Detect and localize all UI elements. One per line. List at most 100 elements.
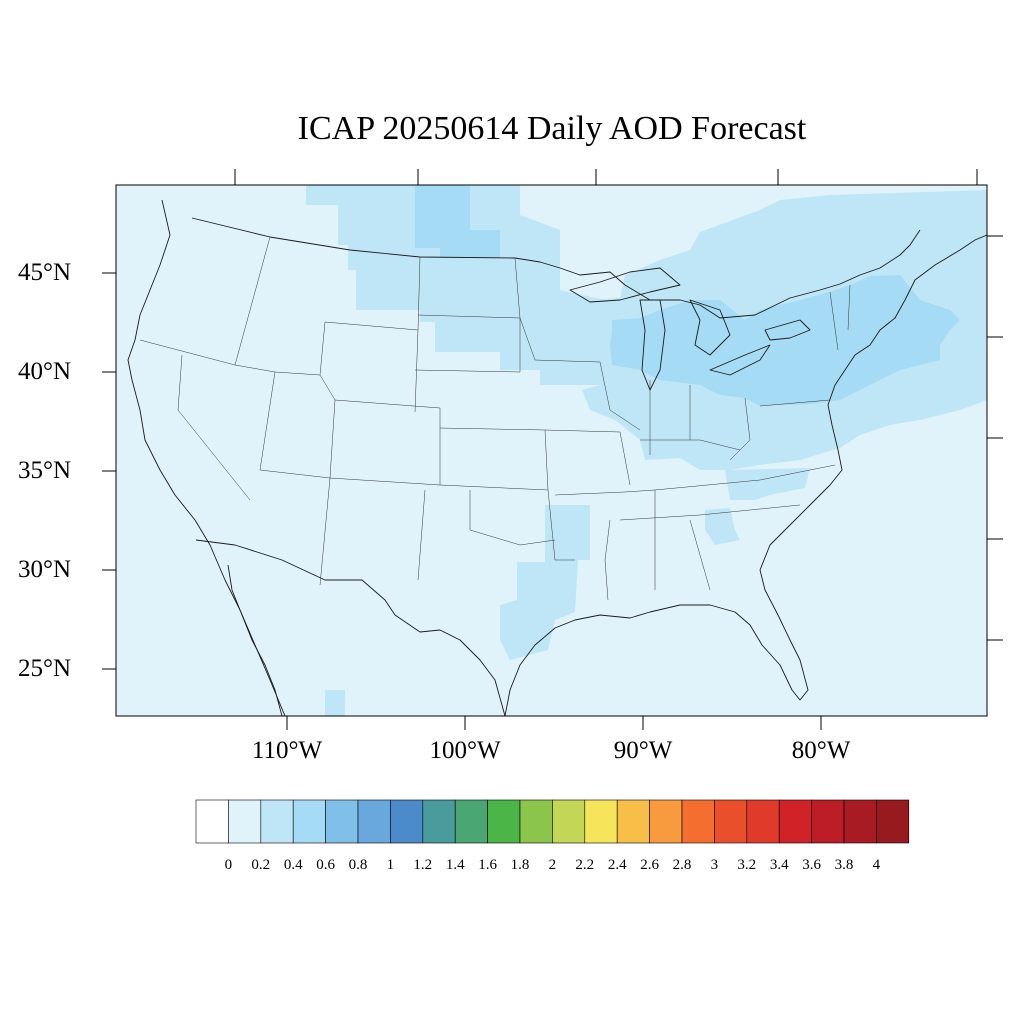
colorbar-tick-label: 0.6 (316, 857, 335, 873)
colorbar-swatch (876, 799, 910, 844)
latitude-label-45n: 45°N (18, 259, 72, 286)
colorbar-swatch (260, 799, 294, 844)
aod-region-texas-arkansas (500, 505, 590, 660)
aod-shading-layer (306, 185, 987, 716)
aod-region-great-lakes (610, 275, 960, 406)
aod-colorbar (195, 799, 910, 844)
colorbar-swatch (519, 799, 553, 844)
state-line (469, 490, 556, 546)
state-line (544, 429, 631, 486)
aod-level-0.4-0.6-regions (415, 185, 960, 406)
colorbar-swatch (325, 799, 359, 844)
colorbar-tick-label: 1.8 (510, 857, 530, 873)
aod-region-mid-south (725, 468, 810, 500)
state-line (640, 439, 741, 451)
colorbar-tick-label: 1.6 (478, 857, 497, 873)
state-boundaries (139, 236, 851, 601)
colorbar-tick-label: 3.2 (737, 857, 757, 873)
colorbar-tick-label: 0.2 (251, 857, 271, 873)
latitude-label-30n: 30°N (18, 556, 72, 583)
colorbar-tick-label: 4 (872, 857, 881, 873)
axis-ticks (102, 169, 1003, 730)
gulf-coastline (504, 569, 809, 716)
colorbar-tick-label: 1.4 (445, 857, 465, 873)
lake-huron (689, 299, 731, 356)
colorbar-swatch (228, 799, 262, 844)
colorbar-swatch (616, 799, 650, 844)
us-mexico-border (195, 539, 506, 716)
longitude-label-80w: 80°W (791, 737, 851, 764)
longitude-label-100w: 100°W (429, 737, 501, 764)
state-line (274, 321, 419, 413)
aod-region-mexico-south (325, 690, 345, 716)
colorbar-tick-label: 2.6 (640, 857, 659, 873)
colorbar-tick-label: 1 (386, 857, 395, 873)
state-line (604, 519, 611, 601)
lake-erie (709, 344, 771, 376)
baja-coastline (227, 564, 283, 716)
state-line (599, 361, 641, 431)
state-line (417, 489, 426, 581)
state-line (547, 489, 575, 561)
colorbar-swatch (357, 799, 391, 844)
colorbar-swatch (649, 799, 683, 844)
state-line (759, 399, 831, 407)
state-line (729, 397, 751, 461)
lake-ontario (764, 319, 811, 341)
state-line (417, 256, 421, 331)
aod-region-alabama-georgia (705, 508, 740, 545)
colorbar-tick-label: 0 (224, 857, 233, 873)
colorbar-swatch (195, 799, 229, 844)
state-line (829, 291, 839, 351)
colorbar-swatch (584, 799, 618, 844)
aod-level-0.2-0.4-regions (306, 185, 987, 716)
colorbar-tick-label: 0.8 (348, 857, 368, 873)
state-line (519, 317, 601, 363)
colorbar-swatch (843, 799, 877, 844)
map-title: ICAP 20250614 Daily AOD Forecast (297, 110, 807, 147)
colorbar-tick-label: 2.8 (672, 857, 692, 873)
colorbar-swatch (390, 799, 424, 844)
us-canada-border (191, 217, 921, 319)
state-line (319, 477, 331, 586)
colorbar-tick-label: 2 (548, 857, 557, 873)
latitude-label-35n: 35°N (18, 457, 72, 484)
colorbar-tick-label: 3.6 (802, 857, 821, 873)
lake-michigan (639, 299, 666, 391)
state-line (847, 284, 851, 331)
colorbar-tick-label: 3 (710, 857, 719, 873)
aod-region-canada-north (415, 185, 500, 258)
colorbar-tick-label: 1.2 (413, 857, 433, 873)
colorbar-swatch (811, 799, 845, 844)
colorbar-swatch (292, 799, 326, 844)
colorbar-tick-label: 2.4 (607, 857, 627, 873)
colorbar-swatch (778, 799, 812, 844)
state-line (414, 318, 521, 373)
aod-region-north-plains (306, 185, 605, 385)
coastline-and-boundaries (127, 199, 987, 716)
colorbar-swatch (454, 799, 488, 844)
colorbar-swatch (681, 799, 715, 844)
state-line (689, 519, 711, 591)
colorbar-swatch (552, 799, 586, 844)
state-line (177, 354, 251, 501)
lake-superior (569, 267, 681, 303)
state-line (259, 469, 549, 491)
colorbar-swatch (422, 799, 456, 844)
state-line (334, 399, 441, 485)
colorbar-tick-label: 3.4 (769, 857, 789, 873)
colorbar-swatch (487, 799, 521, 844)
latitude-label-25n: 25°N (18, 655, 72, 682)
colorbar-tick-label: 3.8 (834, 857, 854, 873)
colorbar-tick-label: 0.4 (283, 857, 303, 873)
colorbar-tick-label: 2.2 (575, 857, 595, 873)
latitude-label-40n: 40°N (18, 358, 72, 385)
state-line (619, 504, 801, 521)
longitude-label-90w: 90°W (613, 737, 673, 764)
map-frame (115, 184, 988, 717)
longitude-label-110w: 110°W (251, 737, 323, 764)
colorbar-swatch (714, 799, 748, 844)
east-coastline (759, 234, 987, 571)
colorbar-swatch (746, 799, 780, 844)
